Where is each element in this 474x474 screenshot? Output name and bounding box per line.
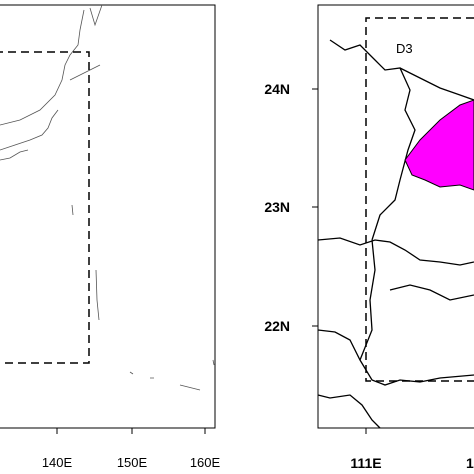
panel-frame <box>317 4 474 429</box>
domain-box <box>0 51 90 364</box>
x-tick-label: 111E <box>350 455 381 471</box>
y-tick-label: 23N <box>264 199 290 215</box>
y-tick-label: 22N <box>264 318 290 334</box>
x-tick-label: 160E <box>190 455 221 470</box>
left-panel: 140E 150E 160E <box>0 4 221 470</box>
right-panel: D3 24N 23N 22N 111E 1 <box>264 4 474 471</box>
panel-frame <box>0 4 216 429</box>
domain-label: D3 <box>396 41 413 56</box>
domain-box <box>365 17 474 382</box>
boundary <box>317 39 474 429</box>
y-tick-label: 24N <box>264 81 290 97</box>
region-highlight <box>404 99 474 191</box>
x-tick-label: 1 <box>466 455 474 471</box>
x-tick-label: 150E <box>117 455 148 470</box>
coastline <box>0 4 215 391</box>
x-tick-label: 140E <box>42 455 73 470</box>
